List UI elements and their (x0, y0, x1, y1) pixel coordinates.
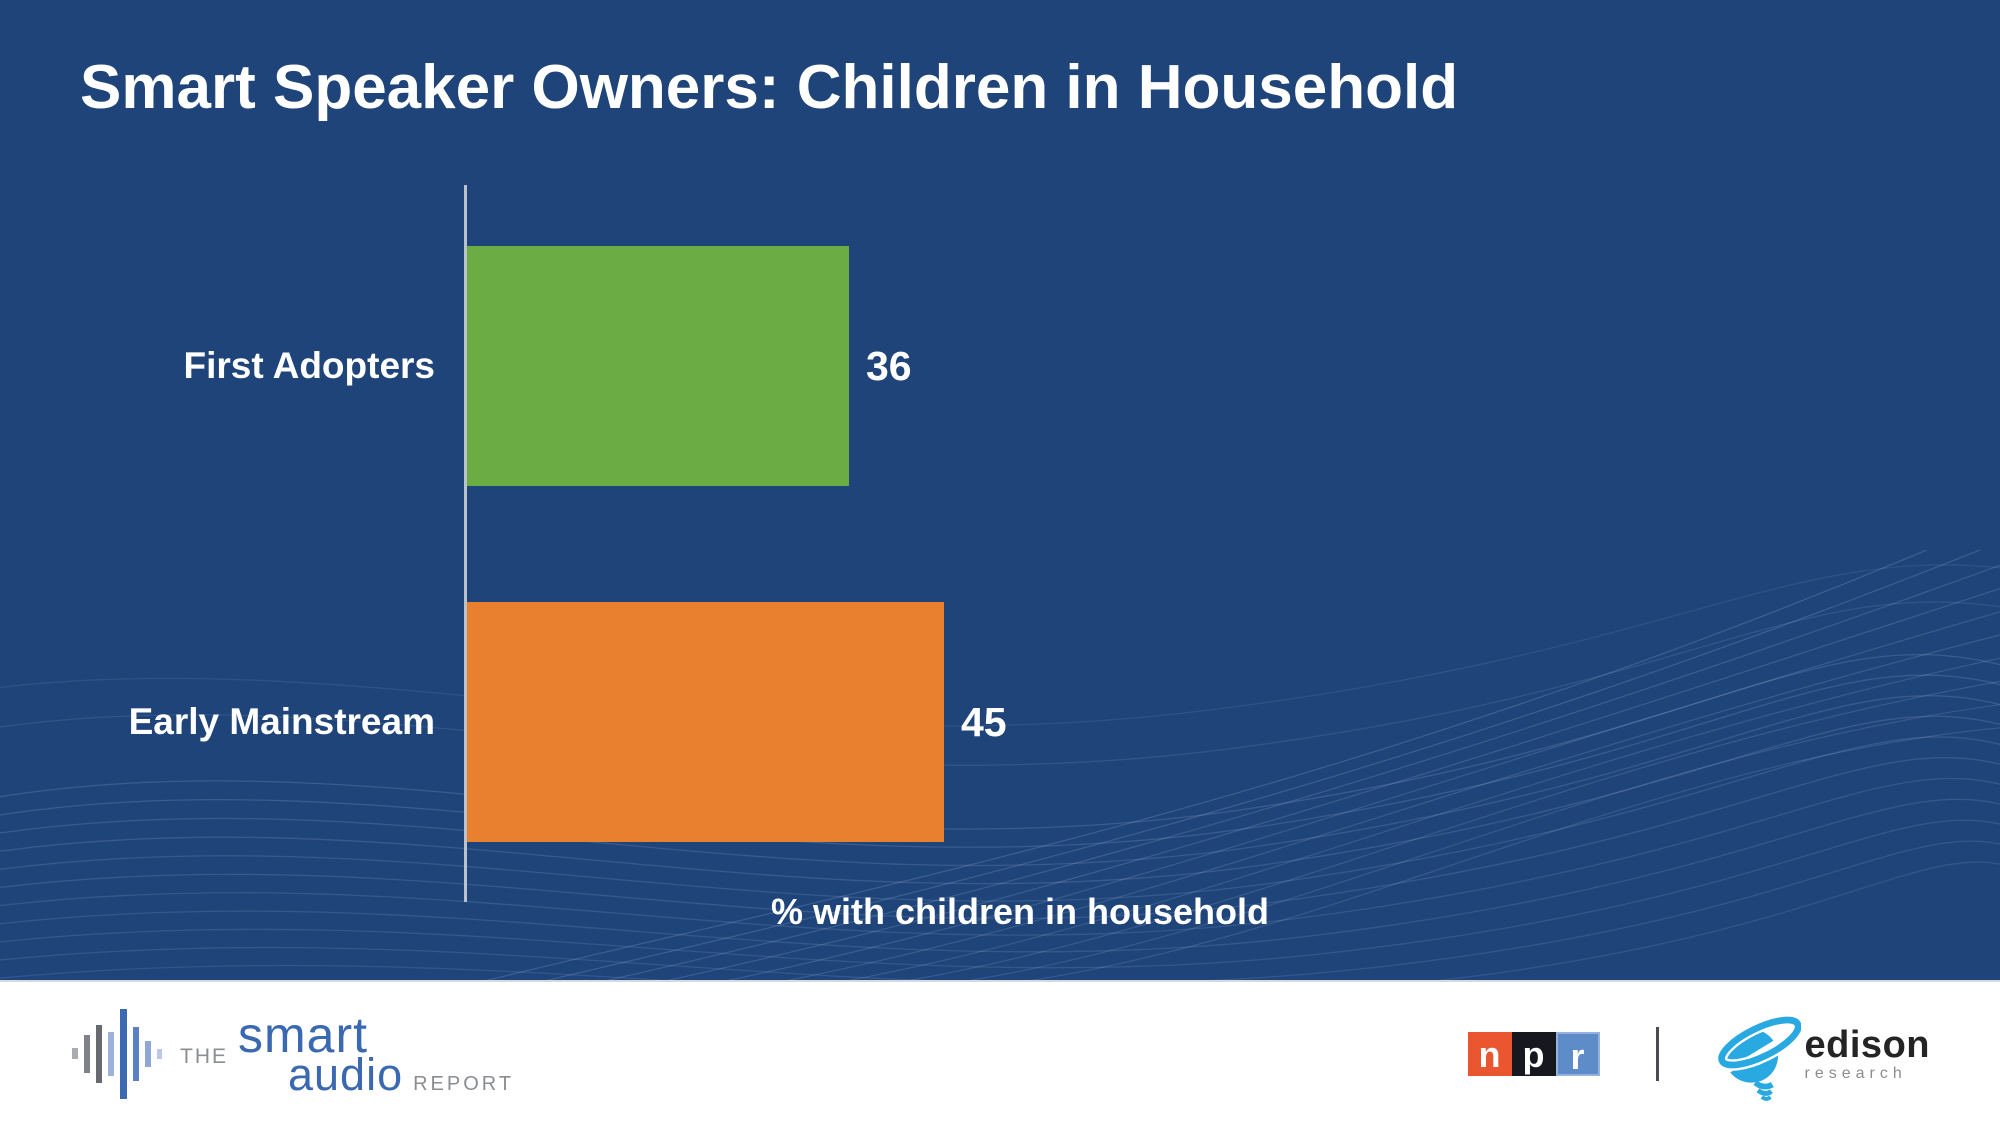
smart-audio-wordmark: smart audio REPORT (238, 1010, 514, 1097)
edison-research-label: research (1804, 1064, 1907, 1082)
npr-letter-square: r (1555, 1031, 1600, 1076)
chart-title: Smart Speaker Owners: Children in Househ… (80, 53, 1459, 122)
chart-row: First Adopters 36 (0, 246, 2000, 486)
chart-row: Early Mainstream 45 (0, 602, 2000, 842)
bar-first-adopters (467, 246, 849, 486)
soundwave-icon (72, 1008, 162, 1099)
smart-audio-report-logo: THE smart audio REPORT (70, 1006, 514, 1102)
edison-research-logo: edison research (1715, 1006, 1930, 1102)
npr-letter-square: n (1467, 1031, 1512, 1076)
smart-audio-the-label: THE (180, 1044, 228, 1068)
audio-label: audio (288, 1049, 404, 1100)
edison-bulb-icon (1715, 1013, 1801, 1101)
bar-early-mainstream (467, 602, 944, 842)
value-label: 45 (961, 698, 1007, 745)
value-label: 36 (866, 342, 912, 389)
x-axis-label: % with children in household (770, 891, 1269, 932)
footer-divider (1655, 1026, 1659, 1081)
category-label: First Adopters (183, 345, 435, 386)
report-label: REPORT (413, 1073, 515, 1095)
smart-label: smart (238, 1007, 368, 1063)
npr-letter-square: p (1511, 1031, 1556, 1076)
edison-name-label: edison (1804, 1023, 1930, 1066)
y-axis-line (464, 185, 467, 902)
category-label: Early Mainstream (128, 701, 435, 742)
bar-chart: First Adopters 36 Early Mainstream 45 % wit… (0, 185, 2000, 980)
